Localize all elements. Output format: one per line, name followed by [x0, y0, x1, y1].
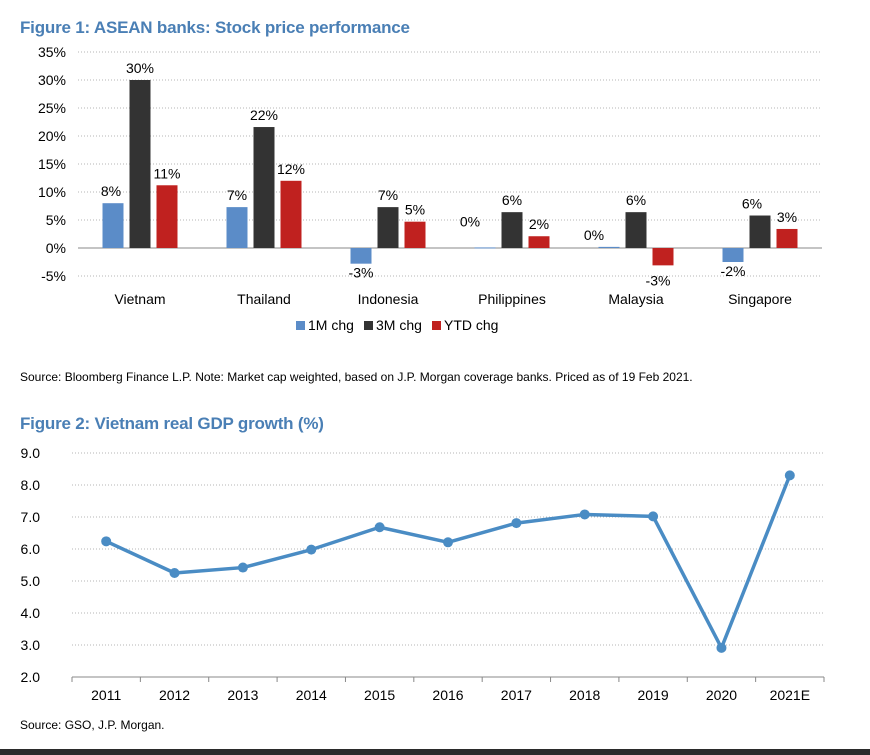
legend-label: 3M chg [376, 317, 422, 333]
x-tick-label: 2011 [91, 687, 121, 703]
legend-label: 1M chg [308, 317, 354, 333]
data-point [101, 536, 112, 547]
bar [528, 236, 550, 248]
x-tick-label: 2014 [296, 687, 327, 703]
x-category-label: Indonesia [358, 291, 419, 307]
bar [156, 185, 178, 248]
figure2-source: Source: GSO, J.P. Morgan. [20, 718, 165, 732]
y-tick-label: 6.0 [21, 541, 41, 557]
legend-swatch [432, 321, 441, 330]
y-tick-label: 3.0 [21, 637, 41, 653]
data-label: 22% [250, 107, 278, 123]
data-label: 30% [126, 60, 154, 76]
bar [776, 228, 798, 248]
x-category-label: Malaysia [608, 291, 663, 307]
x-tick-label: 2021E [770, 687, 810, 703]
bar [102, 203, 124, 248]
data-point [237, 562, 248, 573]
y-tick-label: 35% [38, 44, 66, 60]
bar [253, 127, 275, 248]
x-tick-label: 2020 [706, 687, 737, 703]
data-label: -2% [721, 263, 746, 279]
data-label: 0% [460, 213, 480, 229]
bar [625, 212, 647, 248]
x-tick-label: 2012 [159, 687, 190, 703]
bar [598, 246, 620, 248]
bar [350, 248, 372, 264]
x-tick-label: 2016 [432, 687, 463, 703]
data-point [443, 537, 453, 548]
y-tick-label: 2.0 [21, 669, 41, 685]
bar [280, 180, 302, 248]
bar [722, 248, 744, 262]
x-category-label: Vietnam [114, 291, 165, 307]
figure1-source: Source: Bloomberg Finance L.P. Note: Mar… [20, 370, 693, 384]
data-point [579, 509, 590, 520]
data-label: 7% [378, 187, 398, 203]
figure2-title: Figure 2: Vietnam real GDP growth (%) [20, 414, 324, 433]
bar [404, 221, 426, 248]
x-category-label: Thailand [237, 291, 291, 307]
data-label: 7% [227, 187, 247, 203]
bar [129, 80, 151, 248]
data-label: -3% [349, 265, 374, 281]
data-label: 6% [626, 192, 646, 208]
bar [652, 248, 674, 266]
y-tick-label: 7.0 [21, 509, 41, 525]
x-tick-label: 2015 [364, 687, 395, 703]
bar [377, 207, 399, 248]
bar [474, 247, 496, 249]
y-tick-label: 25% [38, 100, 66, 116]
data-point [784, 470, 795, 481]
data-label: 0% [584, 227, 604, 243]
data-label: 8% [101, 183, 121, 199]
bar-chart: 35% 30% 25% 20% 15% 10% 5% 0% -5% 8% 30% 11% 7% 22% 1… [38, 44, 822, 333]
y-tick-label: 30% [38, 72, 66, 88]
figure1-title: Figure 1: ASEAN banks: Stock price perfo… [20, 18, 410, 37]
data-label: -3% [646, 272, 671, 288]
y-tick-label: 5% [46, 212, 66, 228]
data-label: 6% [742, 196, 762, 212]
y-tick-label: -5% [41, 268, 66, 284]
bar [226, 207, 248, 248]
y-tick-label: 4.0 [21, 605, 41, 621]
data-label: 11% [154, 165, 181, 181]
series-line [105, 474, 792, 650]
data-point [306, 544, 317, 555]
x-tick-label: 2018 [569, 687, 600, 703]
y-tick-label: 10% [38, 184, 66, 200]
y-tick-label: 0% [46, 240, 66, 256]
data-label: 2% [529, 216, 549, 232]
x-category-label: Philippines [478, 291, 546, 307]
legend-swatch [296, 321, 305, 330]
y-tick-label: 5.0 [21, 573, 41, 589]
data-point [716, 642, 727, 653]
x-tick-label: 2019 [638, 687, 669, 703]
data-label: 5% [405, 202, 425, 218]
data-point [648, 511, 659, 522]
y-tick-label: 20% [38, 128, 66, 144]
data-point [374, 522, 385, 533]
data-label: 3% [777, 209, 797, 225]
y-tick-label: 9.0 [21, 445, 41, 461]
bottom-bar [0, 749, 870, 755]
x-tick-label: 2013 [227, 687, 258, 703]
y-tick-label: 8.0 [21, 477, 41, 493]
data-point [169, 568, 180, 578]
data-label: 6% [502, 192, 522, 208]
data-point [511, 518, 522, 529]
bar [749, 215, 771, 248]
x-category-label: Singapore [728, 291, 792, 307]
line-chart: 9.0 8.0 7.0 6.0 5.0 4.0 3.0 2.0 2011 2012 2013 201… [21, 445, 825, 703]
data-label: 12% [277, 161, 305, 177]
bar [501, 212, 523, 248]
legend-swatch [364, 321, 373, 330]
x-tick-label: 2017 [501, 687, 532, 703]
y-tick-label: 15% [38, 156, 66, 172]
legend-label: YTD chg [444, 317, 498, 333]
